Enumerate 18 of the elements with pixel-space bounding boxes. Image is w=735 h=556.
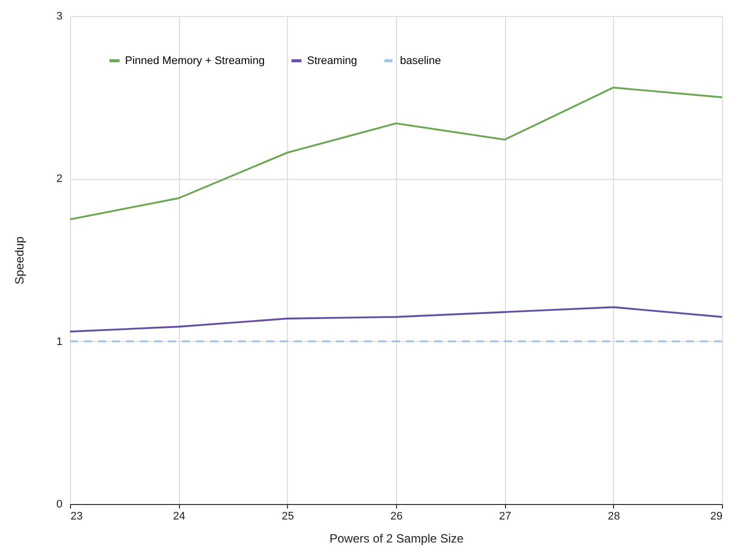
y-tick-label: 2 — [56, 173, 62, 186]
x-tick-label: 29 — [710, 510, 722, 522]
x-tick-label: 28 — [608, 510, 620, 522]
line-series — [69, 86, 723, 220]
x-tick-label: 26 — [390, 510, 403, 522]
x-axis-title: Powers of 2 Sample Size — [329, 532, 464, 546]
line-series — [69, 306, 723, 332]
y-tick-label: 1 — [56, 336, 62, 348]
x-tick-label: 24 — [173, 510, 186, 522]
legend-label: Pinned Memory + Streaming — [125, 54, 265, 67]
y-tick-label: 0 — [56, 498, 62, 510]
legend-label: baseline — [400, 54, 441, 67]
x-tick-label: 27 — [499, 510, 512, 522]
y-axis-title: Speedup — [12, 236, 26, 285]
x-tick-label: 23 — [70, 510, 83, 522]
legend-label: Streaming — [307, 54, 358, 67]
x-tick-label: 25 — [282, 510, 294, 522]
y-tick-label: 3 — [56, 10, 62, 22]
